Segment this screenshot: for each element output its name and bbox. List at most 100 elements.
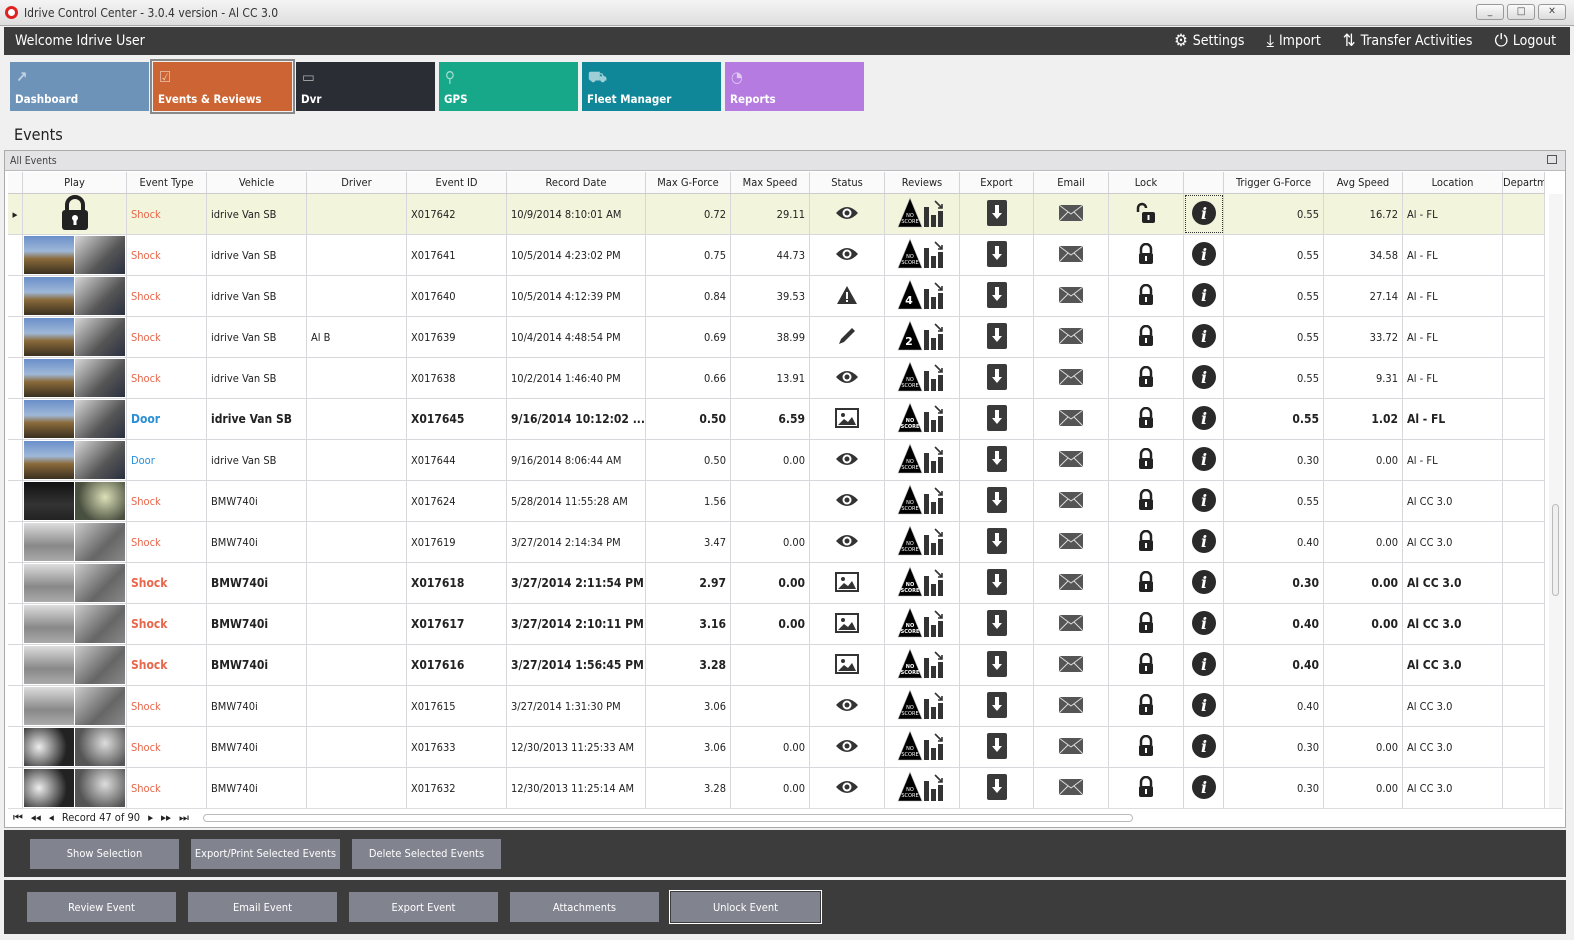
attachments-button[interactable]: Attachments bbox=[510, 892, 659, 922]
status-cell[interactable] bbox=[810, 727, 885, 767]
play-cell[interactable] bbox=[23, 194, 127, 234]
info-cell[interactable]: i bbox=[1184, 686, 1224, 726]
table-row[interactable]: Shock BMW740i X017624 5/28/2014 11:55:28… bbox=[8, 481, 1545, 522]
lock-cell[interactable] bbox=[1109, 768, 1184, 808]
reviews-cell[interactable]: NO SCORE bbox=[885, 604, 960, 644]
info-cell[interactable]: i bbox=[1184, 358, 1224, 398]
table-row[interactable]: Shock idrive Van SB X017638 10/2/2014 1:… bbox=[8, 358, 1545, 399]
info-cell[interactable]: i bbox=[1184, 194, 1224, 234]
prev-page-button[interactable]: ◂◂ bbox=[30, 811, 41, 824]
reviews-cell[interactable]: 2 bbox=[885, 317, 960, 357]
play-cell[interactable] bbox=[23, 645, 127, 685]
column-header[interactable]: Avg Speed bbox=[1324, 172, 1403, 193]
column-header[interactable]: Vehicle bbox=[207, 172, 307, 193]
export-cell[interactable] bbox=[960, 440, 1034, 480]
lock-cell[interactable] bbox=[1109, 522, 1184, 562]
next-record-button[interactable]: ▸ bbox=[148, 811, 154, 824]
reviews-cell[interactable]: NO SCORE bbox=[885, 440, 960, 480]
export-cell[interactable] bbox=[960, 522, 1034, 562]
email-cell[interactable] bbox=[1034, 522, 1109, 562]
column-header[interactable]: Export bbox=[960, 172, 1034, 193]
reviews-cell[interactable]: NO SCORE bbox=[885, 522, 960, 562]
lock-cell[interactable] bbox=[1109, 604, 1184, 644]
status-cell[interactable] bbox=[810, 399, 885, 439]
export-cell[interactable] bbox=[960, 563, 1034, 603]
export-event-button[interactable]: Export Event bbox=[349, 892, 498, 922]
column-header[interactable]: Location bbox=[1403, 172, 1503, 193]
export-cell[interactable] bbox=[960, 604, 1034, 644]
export-cell[interactable] bbox=[960, 358, 1034, 398]
tile-gps[interactable]: ⚲ GPS bbox=[439, 62, 578, 111]
export-cell[interactable] bbox=[960, 481, 1034, 521]
email-cell[interactable] bbox=[1034, 604, 1109, 644]
play-cell[interactable] bbox=[23, 522, 127, 562]
export-cell[interactable] bbox=[960, 399, 1034, 439]
export-cell[interactable] bbox=[960, 235, 1034, 275]
last-record-button[interactable]: ⏭ bbox=[178, 810, 189, 824]
info-cell[interactable]: i bbox=[1184, 768, 1224, 808]
status-cell[interactable] bbox=[810, 686, 885, 726]
info-cell[interactable]: i bbox=[1184, 727, 1224, 767]
status-cell[interactable] bbox=[810, 768, 885, 808]
column-header[interactable]: Max Speed bbox=[731, 172, 810, 193]
reviews-cell[interactable]: NO SCORE bbox=[885, 645, 960, 685]
settings-button[interactable]: ⚙ Settings bbox=[1174, 31, 1244, 51]
reviews-cell[interactable]: NO SCORE bbox=[885, 235, 960, 275]
table-row[interactable]: Shock BMW740i X017632 12/30/2013 11:25:1… bbox=[8, 768, 1545, 808]
email-cell[interactable] bbox=[1034, 563, 1109, 603]
table-row[interactable]: Shock idrive Van SB X017640 10/5/2014 4:… bbox=[8, 276, 1545, 317]
review-event-button[interactable]: Review Event bbox=[27, 892, 176, 922]
reviews-cell[interactable]: NO SCORE bbox=[885, 194, 960, 234]
status-cell[interactable] bbox=[810, 481, 885, 521]
table-row[interactable]: ▸ Shock idrive Van SB X017642 10/9/2014 … bbox=[8, 194, 1545, 235]
tile-dvr[interactable]: ▭ Dvr bbox=[296, 62, 435, 111]
column-header[interactable] bbox=[1184, 172, 1224, 193]
status-cell[interactable] bbox=[810, 645, 885, 685]
table-row[interactable]: Door idrive Van SB X017644 9/16/2014 8:0… bbox=[8, 440, 1545, 481]
column-header[interactable]: Play bbox=[23, 172, 127, 193]
status-cell[interactable] bbox=[810, 522, 885, 562]
column-header[interactable]: Departm bbox=[1503, 172, 1545, 193]
info-cell[interactable]: i bbox=[1184, 563, 1224, 603]
reviews-cell[interactable]: NO SCORE bbox=[885, 481, 960, 521]
table-row[interactable]: Door idrive Van SB X017645 9/16/2014 10:… bbox=[8, 399, 1545, 440]
status-cell[interactable] bbox=[810, 358, 885, 398]
play-cell[interactable] bbox=[23, 358, 127, 398]
status-cell[interactable] bbox=[810, 563, 885, 603]
info-cell[interactable]: i bbox=[1184, 481, 1224, 521]
email-event-button[interactable]: Email Event bbox=[188, 892, 337, 922]
email-cell[interactable] bbox=[1034, 440, 1109, 480]
lock-cell[interactable] bbox=[1109, 563, 1184, 603]
delete-selected-eventsbutton[interactable]: Delete Selected Events bbox=[352, 838, 501, 869]
logout-button[interactable]: ⏻ Logout bbox=[1494, 31, 1556, 51]
export-cell[interactable] bbox=[960, 768, 1034, 808]
email-cell[interactable] bbox=[1034, 317, 1109, 357]
show-selectionbutton[interactable]: Show Selection bbox=[30, 838, 179, 869]
info-cell[interactable]: i bbox=[1184, 276, 1224, 316]
table-row[interactable]: Shock BMW740i X017615 3/27/2014 1:31:30 … bbox=[8, 686, 1545, 727]
import-button[interactable]: ⤓ Import bbox=[1266, 31, 1320, 51]
info-cell[interactable]: i bbox=[1184, 440, 1224, 480]
column-header[interactable]: Driver bbox=[307, 172, 407, 193]
info-cell[interactable]: i bbox=[1184, 399, 1224, 439]
email-cell[interactable] bbox=[1034, 276, 1109, 316]
lock-cell[interactable] bbox=[1109, 235, 1184, 275]
column-header[interactable]: Reviews bbox=[885, 172, 960, 193]
export-cell[interactable] bbox=[960, 276, 1034, 316]
column-header[interactable]: Status bbox=[810, 172, 885, 193]
unlock-event-button[interactable]: Unlock Event bbox=[669, 890, 822, 924]
status-cell[interactable] bbox=[810, 194, 885, 234]
export-cell[interactable] bbox=[960, 645, 1034, 685]
status-cell[interactable] bbox=[810, 235, 885, 275]
column-header[interactable] bbox=[8, 172, 23, 193]
play-cell[interactable] bbox=[23, 563, 127, 603]
reviews-cell[interactable]: NO SCORE bbox=[885, 727, 960, 767]
email-cell[interactable] bbox=[1034, 768, 1109, 808]
close-button[interactable]: ✕ bbox=[1538, 4, 1566, 20]
lock-cell[interactable] bbox=[1109, 440, 1184, 480]
table-row[interactable]: Shock idrive Van SB Al B X017639 10/4/20… bbox=[8, 317, 1545, 358]
transfer-activities-button[interactable]: ⇅ Transfer Activities bbox=[1343, 31, 1473, 51]
status-cell[interactable] bbox=[810, 440, 885, 480]
first-record-button[interactable]: ⏮ bbox=[13, 810, 23, 824]
column-header[interactable]: Max G-Force bbox=[646, 172, 731, 193]
